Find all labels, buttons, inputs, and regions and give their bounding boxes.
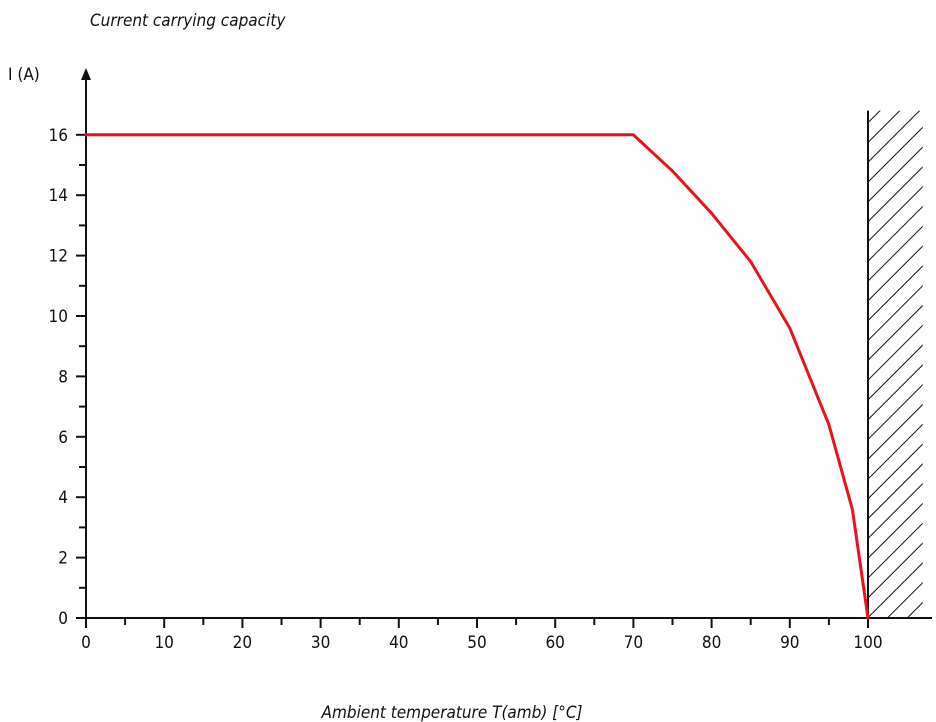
y-tick-label: 6 [58, 428, 68, 448]
x-tick-label: 20 [233, 633, 252, 653]
y-tick-label: 2 [58, 549, 68, 569]
y-tick-label: 0 [58, 609, 68, 629]
y-axis-title: I (A) [8, 65, 40, 85]
y-tick-label: 4 [58, 488, 68, 508]
y-axis-arrow [81, 68, 91, 80]
chart-title: Current carrying capacity [90, 11, 286, 31]
x-tick-label: 10 [154, 633, 173, 653]
x-tick-label: 40 [389, 633, 408, 653]
x-tick-label: 80 [702, 633, 721, 653]
x-tick-label: 50 [467, 633, 486, 653]
x-tick-label: 60 [545, 633, 564, 653]
y-tick-label: 10 [49, 307, 68, 327]
x-tick-label: 30 [311, 633, 330, 653]
y-tick-label: 8 [58, 367, 68, 387]
y-tick-label: 14 [49, 186, 68, 206]
hatched-region [868, 110, 923, 618]
series-line [84, 133, 870, 620]
x-tick-label: 100 [853, 633, 882, 653]
y-tick-label: 12 [49, 247, 68, 267]
x-tick-label: 70 [624, 633, 643, 653]
x-axis-title: Ambient temperature T(amb) [°C] [321, 703, 583, 722]
y-tick-label: 16 [49, 126, 68, 146]
x-tick-label: 0 [81, 633, 91, 653]
x-tick-label: 90 [780, 633, 799, 653]
